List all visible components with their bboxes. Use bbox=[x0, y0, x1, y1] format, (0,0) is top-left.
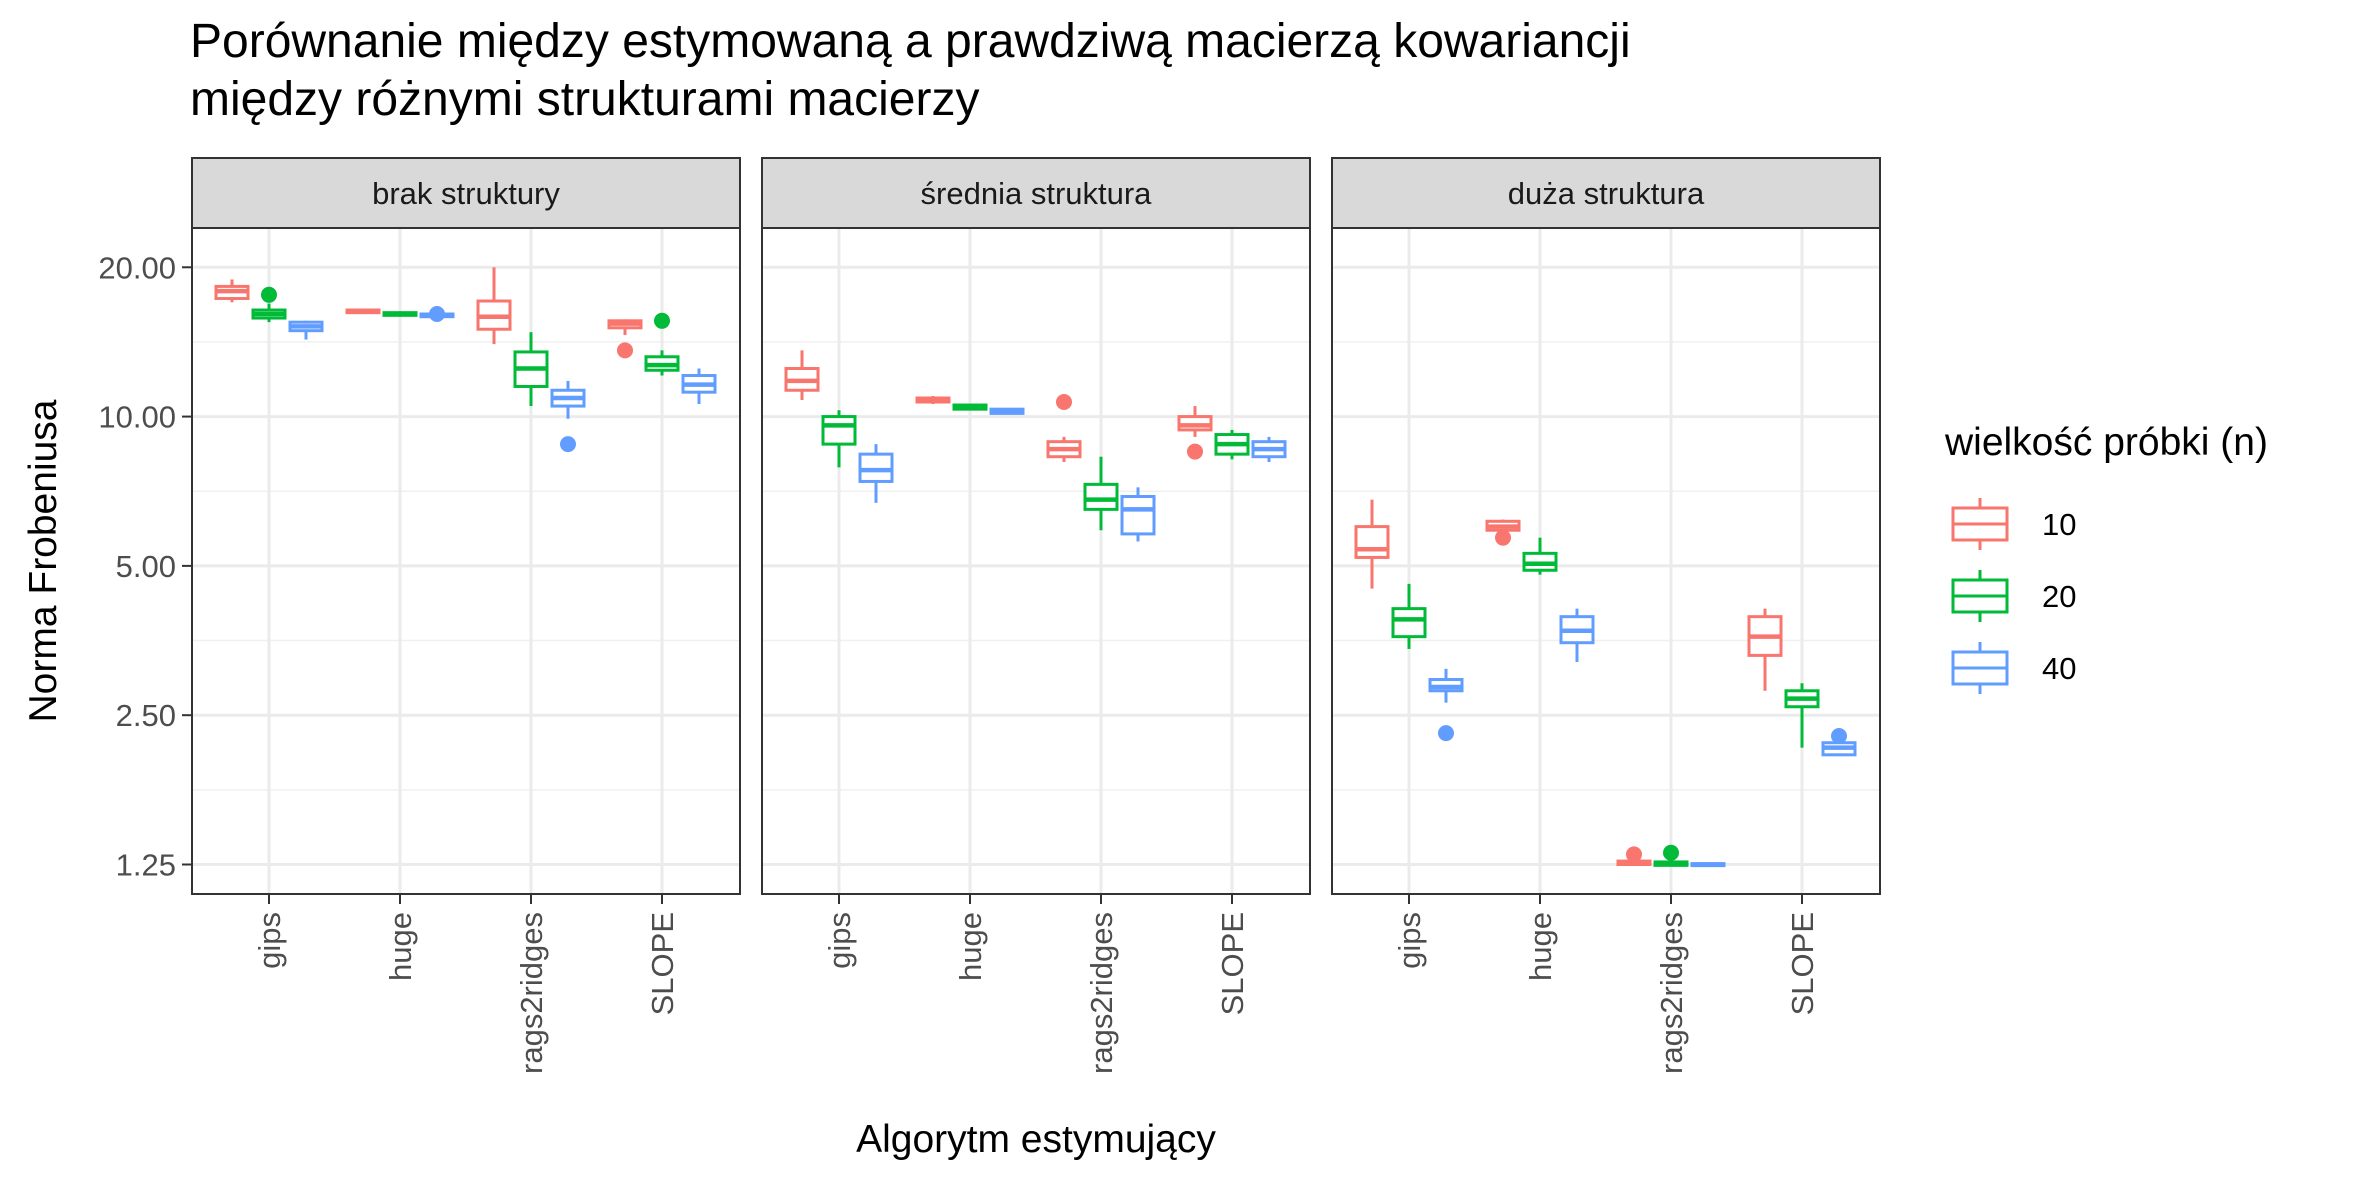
facet-strip bbox=[191, 157, 741, 229]
x-tick-label: SLOPE bbox=[1215, 912, 1250, 1015]
outlier-point bbox=[1187, 443, 1203, 460]
legend-item-label: 40 bbox=[2042, 651, 2076, 686]
y-tick-label: 2.50 bbox=[116, 698, 176, 733]
y-tick-label: 1.25 bbox=[116, 847, 176, 882]
facet-strip bbox=[1331, 157, 1881, 229]
x-tick-label: rags2ridges bbox=[1084, 912, 1119, 1074]
facet-strip-label: brak struktury bbox=[372, 176, 560, 211]
x-tick-label: rags2ridges bbox=[514, 912, 549, 1074]
legend-item-label: 20 bbox=[2042, 579, 2076, 614]
x-tick-label: huge bbox=[383, 912, 418, 981]
outlier-point bbox=[654, 312, 670, 329]
y-tick-label: 5.00 bbox=[116, 549, 176, 584]
outlier-point bbox=[1663, 844, 1679, 861]
x-tick-label: gips bbox=[822, 912, 857, 969]
x-tick-label: SLOPE bbox=[645, 912, 680, 1015]
outlier-point bbox=[429, 305, 445, 322]
box-body bbox=[1083, 482, 1119, 511]
legend-title: wielkość próbki (n) bbox=[1944, 421, 2268, 464]
y-tick-label: 10.00 bbox=[98, 400, 176, 435]
outlier-point bbox=[1831, 727, 1847, 744]
facet-strip bbox=[761, 157, 1311, 229]
facet-strip-label: średnia struktura bbox=[921, 176, 1153, 211]
x-tick-label: gips bbox=[252, 912, 287, 969]
outlier-point bbox=[1495, 529, 1511, 546]
chart-title-line-1: Porównanie między estymowaną a prawdziwą… bbox=[190, 15, 1631, 68]
facet-strip-label: duża struktura bbox=[1508, 176, 1705, 211]
x-tick-label: huge bbox=[1523, 912, 1558, 981]
outlier-point bbox=[1056, 394, 1072, 411]
outlier-point bbox=[617, 342, 633, 359]
outlier-point bbox=[1438, 725, 1454, 742]
x-tick-label: huge bbox=[953, 912, 988, 981]
x-tick-label: SLOPE bbox=[1785, 912, 1820, 1015]
x-tick-label: gips bbox=[1392, 912, 1427, 969]
x-axis-title: Algorytm estymujący bbox=[856, 1118, 1216, 1161]
legend-item-label: 10 bbox=[2042, 507, 2076, 542]
panel-background bbox=[762, 228, 1310, 894]
y-tick-label: 20.00 bbox=[98, 250, 176, 285]
x-tick-label: rags2ridges bbox=[1654, 912, 1689, 1074]
outlier-point bbox=[261, 286, 277, 303]
box-body bbox=[858, 452, 894, 483]
outlier-point bbox=[560, 436, 576, 453]
box-body bbox=[1354, 525, 1390, 559]
box-body bbox=[1391, 607, 1427, 639]
panel-background bbox=[1332, 228, 1880, 894]
panel-background bbox=[192, 228, 740, 894]
chart-title-line-2: między różnymi strukturami macierzy bbox=[190, 73, 980, 126]
outlier-point bbox=[1626, 846, 1642, 863]
box-body bbox=[821, 415, 857, 446]
box-body bbox=[1120, 495, 1156, 536]
y-axis-title: Norma Frobeniusa bbox=[22, 399, 65, 722]
